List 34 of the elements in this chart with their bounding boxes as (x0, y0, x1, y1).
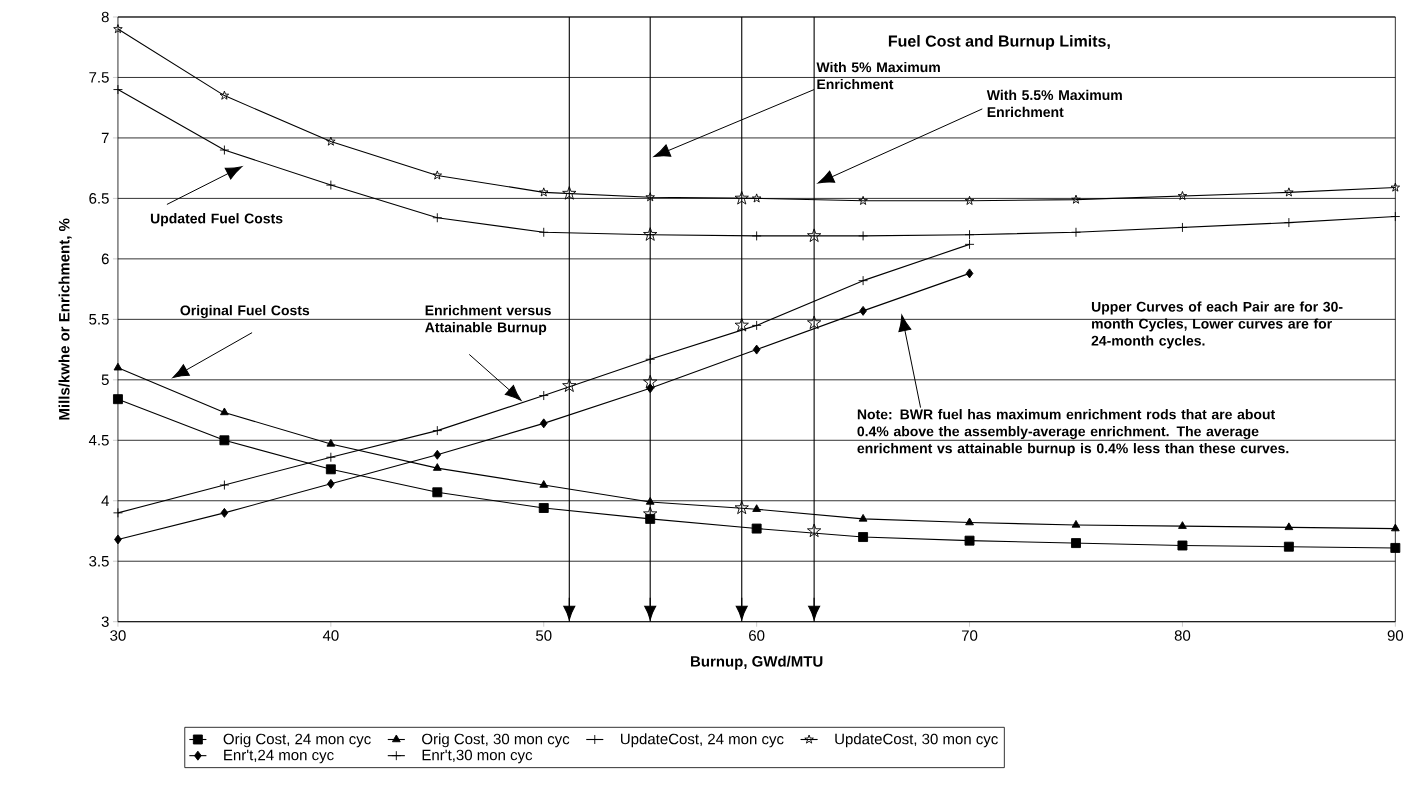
annotation: With 5.5% Maximum Enrichment (986, 89, 1122, 118)
y-tick-label: 7 (101, 132, 109, 144)
x-tick-label: 90 (1387, 630, 1404, 642)
annotation: Upper Curves of each Pair are for 30-month Cycles, Lower curves are for 24-month cycles. (1091, 301, 1343, 349)
annotation: Updated Fuel Costs (150, 213, 283, 227)
annotation: Enrichment versus Attainable Burnup (425, 305, 551, 336)
x-tick-label: 30 (110, 630, 126, 642)
x-tick-label: 60 (749, 630, 765, 642)
legend-label: Enr't,24 mon cyc (224, 749, 334, 764)
legend-label: Enr't,30 mon cyc (422, 749, 533, 764)
legend-label: Orig Cost, 24 mon cyc (223, 733, 371, 748)
y-tick-label: 7.5 (89, 72, 109, 83)
y-tick-label: 6 (101, 253, 109, 265)
y-tick-label: 5.5 (89, 314, 109, 325)
y-tick-label: 5 (101, 374, 109, 386)
y-tick-label: 3 (101, 616, 109, 628)
text: Fuel Cost and Burnup Limits, (888, 35, 1110, 51)
x-tick-label: 80 (1174, 630, 1191, 642)
legend-label: Orig Cost, 30 mon cyc (422, 733, 570, 748)
y-tick-label: 3.5 (89, 556, 109, 567)
x-tick-label: 70 (961, 630, 978, 642)
y-tick-label: 4 (101, 495, 109, 507)
y-tick-label: 8 (101, 11, 109, 23)
y-tick-label: 4.5 (88, 435, 109, 446)
legend-label: UpdateCost, 30 mon cyc (835, 733, 998, 748)
annotation: Note: BWR fuel has maximum enrichment rods that are about 0.4% above the assembly-average enrichment. The average enrichment vs attainable burnup is 0.4% less than these curves. (857, 409, 1289, 457)
y-axis-title: Mills/kwhe or Enrichment, % (58, 218, 72, 420)
x-tick-label: 40 (322, 630, 339, 642)
annotation: With 5% Maximum Enrichment (816, 62, 940, 90)
x-axis-title: Burnup, GWd/MTU (691, 655, 823, 670)
y-tick-label: 6.5 (89, 193, 109, 204)
x-tick-label: 50 (536, 630, 552, 642)
annotation: Original Fuel Costs (180, 305, 310, 319)
legend-label: UpdateCost, 24 mon cyc (621, 733, 784, 748)
